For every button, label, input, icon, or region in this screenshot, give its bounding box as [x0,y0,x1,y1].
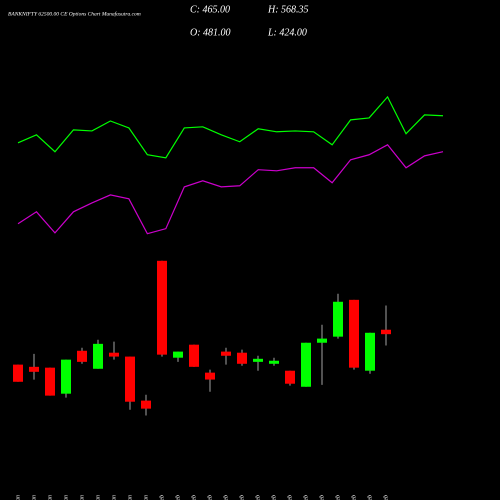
x-tick-label: 20 Feb [383,495,389,500]
candle-body [125,356,135,402]
candle-body [29,366,39,372]
candle-body [285,370,295,384]
candle-body [381,329,391,335]
x-tick-label: 17 Feb [335,495,341,500]
candle-body [189,344,199,367]
x-tick-label: 31 Jan [143,495,149,500]
indicator-line [17,95,444,159]
indicator-line [17,144,444,235]
x-tick-label: 04 Feb [190,495,197,500]
x-tick-label: 19 Feb [367,495,373,500]
x-tick-label: 01 Feb [159,495,165,500]
x-tick-label: 22 Jan [31,495,37,500]
x-tick-label: 28 Jan [95,495,101,500]
x-tick-label: 14 Feb [318,495,325,500]
candle-body [237,352,247,364]
candle-body [365,332,375,371]
x-tick-label: 30 Jan [127,495,133,500]
stat-high: H: 568.35 [267,4,309,15]
x-tick-label: 23 Jan [47,495,53,500]
candle-body [173,351,183,358]
chart-title: BANKNIFTY 62500.00 CE Options Chart Muna… [8,10,141,17]
stat-close: C: 465.00 [190,4,230,15]
candle-body [253,358,263,362]
stat-low: L: 424.00 [267,27,307,38]
candle-body [141,400,151,409]
x-tick-label: 29 Jan [111,495,117,500]
x-tick-label: 27 Jan [79,495,85,500]
candle-body [45,367,55,396]
x-tick-label: 10 Feb [255,495,261,500]
x-tick-label: 07 Feb [239,495,245,500]
x-tick-label: 13 Feb [303,495,309,500]
candle-body [109,352,119,357]
candle-body [157,260,167,355]
x-tick-label: 05 Feb [207,495,213,500]
x-tick-label: 12 Feb [287,495,293,500]
candle-body [349,299,359,368]
candle-body [317,338,327,343]
x-tick-label: 06 Feb [223,495,229,500]
candle-body [301,342,311,387]
candle-body [221,351,231,356]
x-tick-label: 18 Feb [351,495,357,500]
candle-body [205,372,215,380]
candle-body [93,343,103,369]
candle-body [13,364,23,382]
candle-body [269,360,279,364]
x-tick-label: 21 Jan [15,495,21,500]
candle-body [77,350,87,362]
x-tick-label: 03 Feb [175,495,181,500]
stat-open: O: 481.00 [190,27,231,38]
candle-body [61,359,71,394]
candle-body [333,301,343,337]
x-tick-label: 11 Feb [271,495,277,500]
x-tick-label: 24 Jan [62,495,69,500]
